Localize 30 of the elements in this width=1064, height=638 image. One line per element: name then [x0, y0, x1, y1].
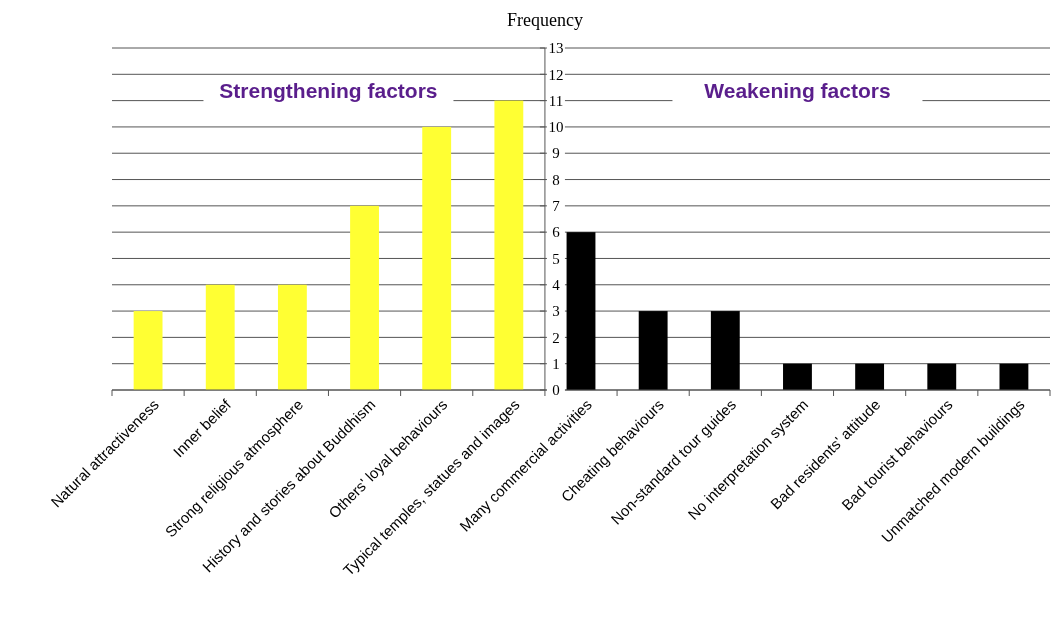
- y-tick-label: 6: [552, 224, 561, 241]
- bar: [422, 126, 452, 390]
- bar: [350, 205, 379, 390]
- y-tick-label: 13: [548, 40, 564, 57]
- y-tick-label: 8: [552, 171, 560, 188]
- y-tick-label: 11: [548, 92, 564, 109]
- y-tick-label: 4: [552, 277, 561, 294]
- bar: [494, 100, 524, 390]
- y-tick-label: 12: [548, 66, 564, 83]
- bar: [927, 363, 957, 390]
- bar: [638, 311, 668, 390]
- annotation: Weakening factors: [704, 79, 891, 102]
- bar: [999, 363, 1029, 390]
- y-tick-label: 2: [552, 329, 560, 346]
- y-tick-label: 9: [552, 145, 560, 162]
- bar: [133, 311, 163, 390]
- bar: [783, 363, 812, 390]
- bar: [855, 363, 885, 390]
- y-tick-label: 3: [552, 303, 560, 320]
- y-tick-label: 7: [552, 198, 561, 215]
- y-tick-label: 1: [552, 355, 560, 372]
- annotation: Strengthening factors: [219, 79, 438, 102]
- y-tick-label: 5: [552, 250, 560, 267]
- bar: [710, 311, 740, 390]
- bar: [566, 232, 596, 390]
- y-tick-label: 10: [548, 119, 564, 136]
- bar: [205, 284, 235, 390]
- y-tick-label: 0: [552, 382, 560, 399]
- bar: [277, 284, 307, 390]
- y-axis-title: Frequency: [506, 10, 583, 30]
